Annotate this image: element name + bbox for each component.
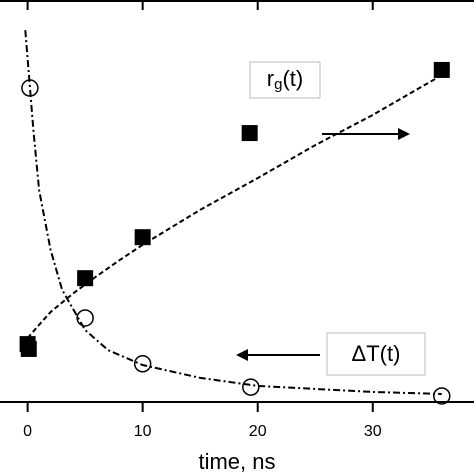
- circle-point: [133, 355, 152, 373]
- arrow: [236, 349, 320, 361]
- x-tick-label: 20: [249, 423, 267, 440]
- annotation: rg(t): [267, 66, 303, 93]
- square-point: [241, 125, 258, 142]
- annotation-box: [326, 332, 426, 376]
- circle-point: [242, 378, 260, 396]
- x-tick-label: 30: [364, 423, 382, 440]
- annotation-box: [249, 61, 321, 99]
- x-axis-title: time, ns: [198, 449, 275, 474]
- fit-line: [26, 74, 443, 339]
- annotation-part: g: [274, 76, 282, 93]
- annotation: ΔT(t): [352, 341, 401, 366]
- x-tick-label: 0: [23, 423, 32, 440]
- fit-line: [24, 30, 442, 395]
- square-point: [20, 340, 37, 357]
- square-point: [77, 270, 94, 287]
- square-point: [433, 61, 450, 78]
- square-point: [134, 229, 151, 246]
- annotation-part: r: [267, 66, 274, 91]
- circle-point: [76, 309, 94, 327]
- x-tick-label: 10: [134, 423, 152, 440]
- annotation-part: (t): [282, 66, 303, 91]
- circle-point: [433, 387, 451, 405]
